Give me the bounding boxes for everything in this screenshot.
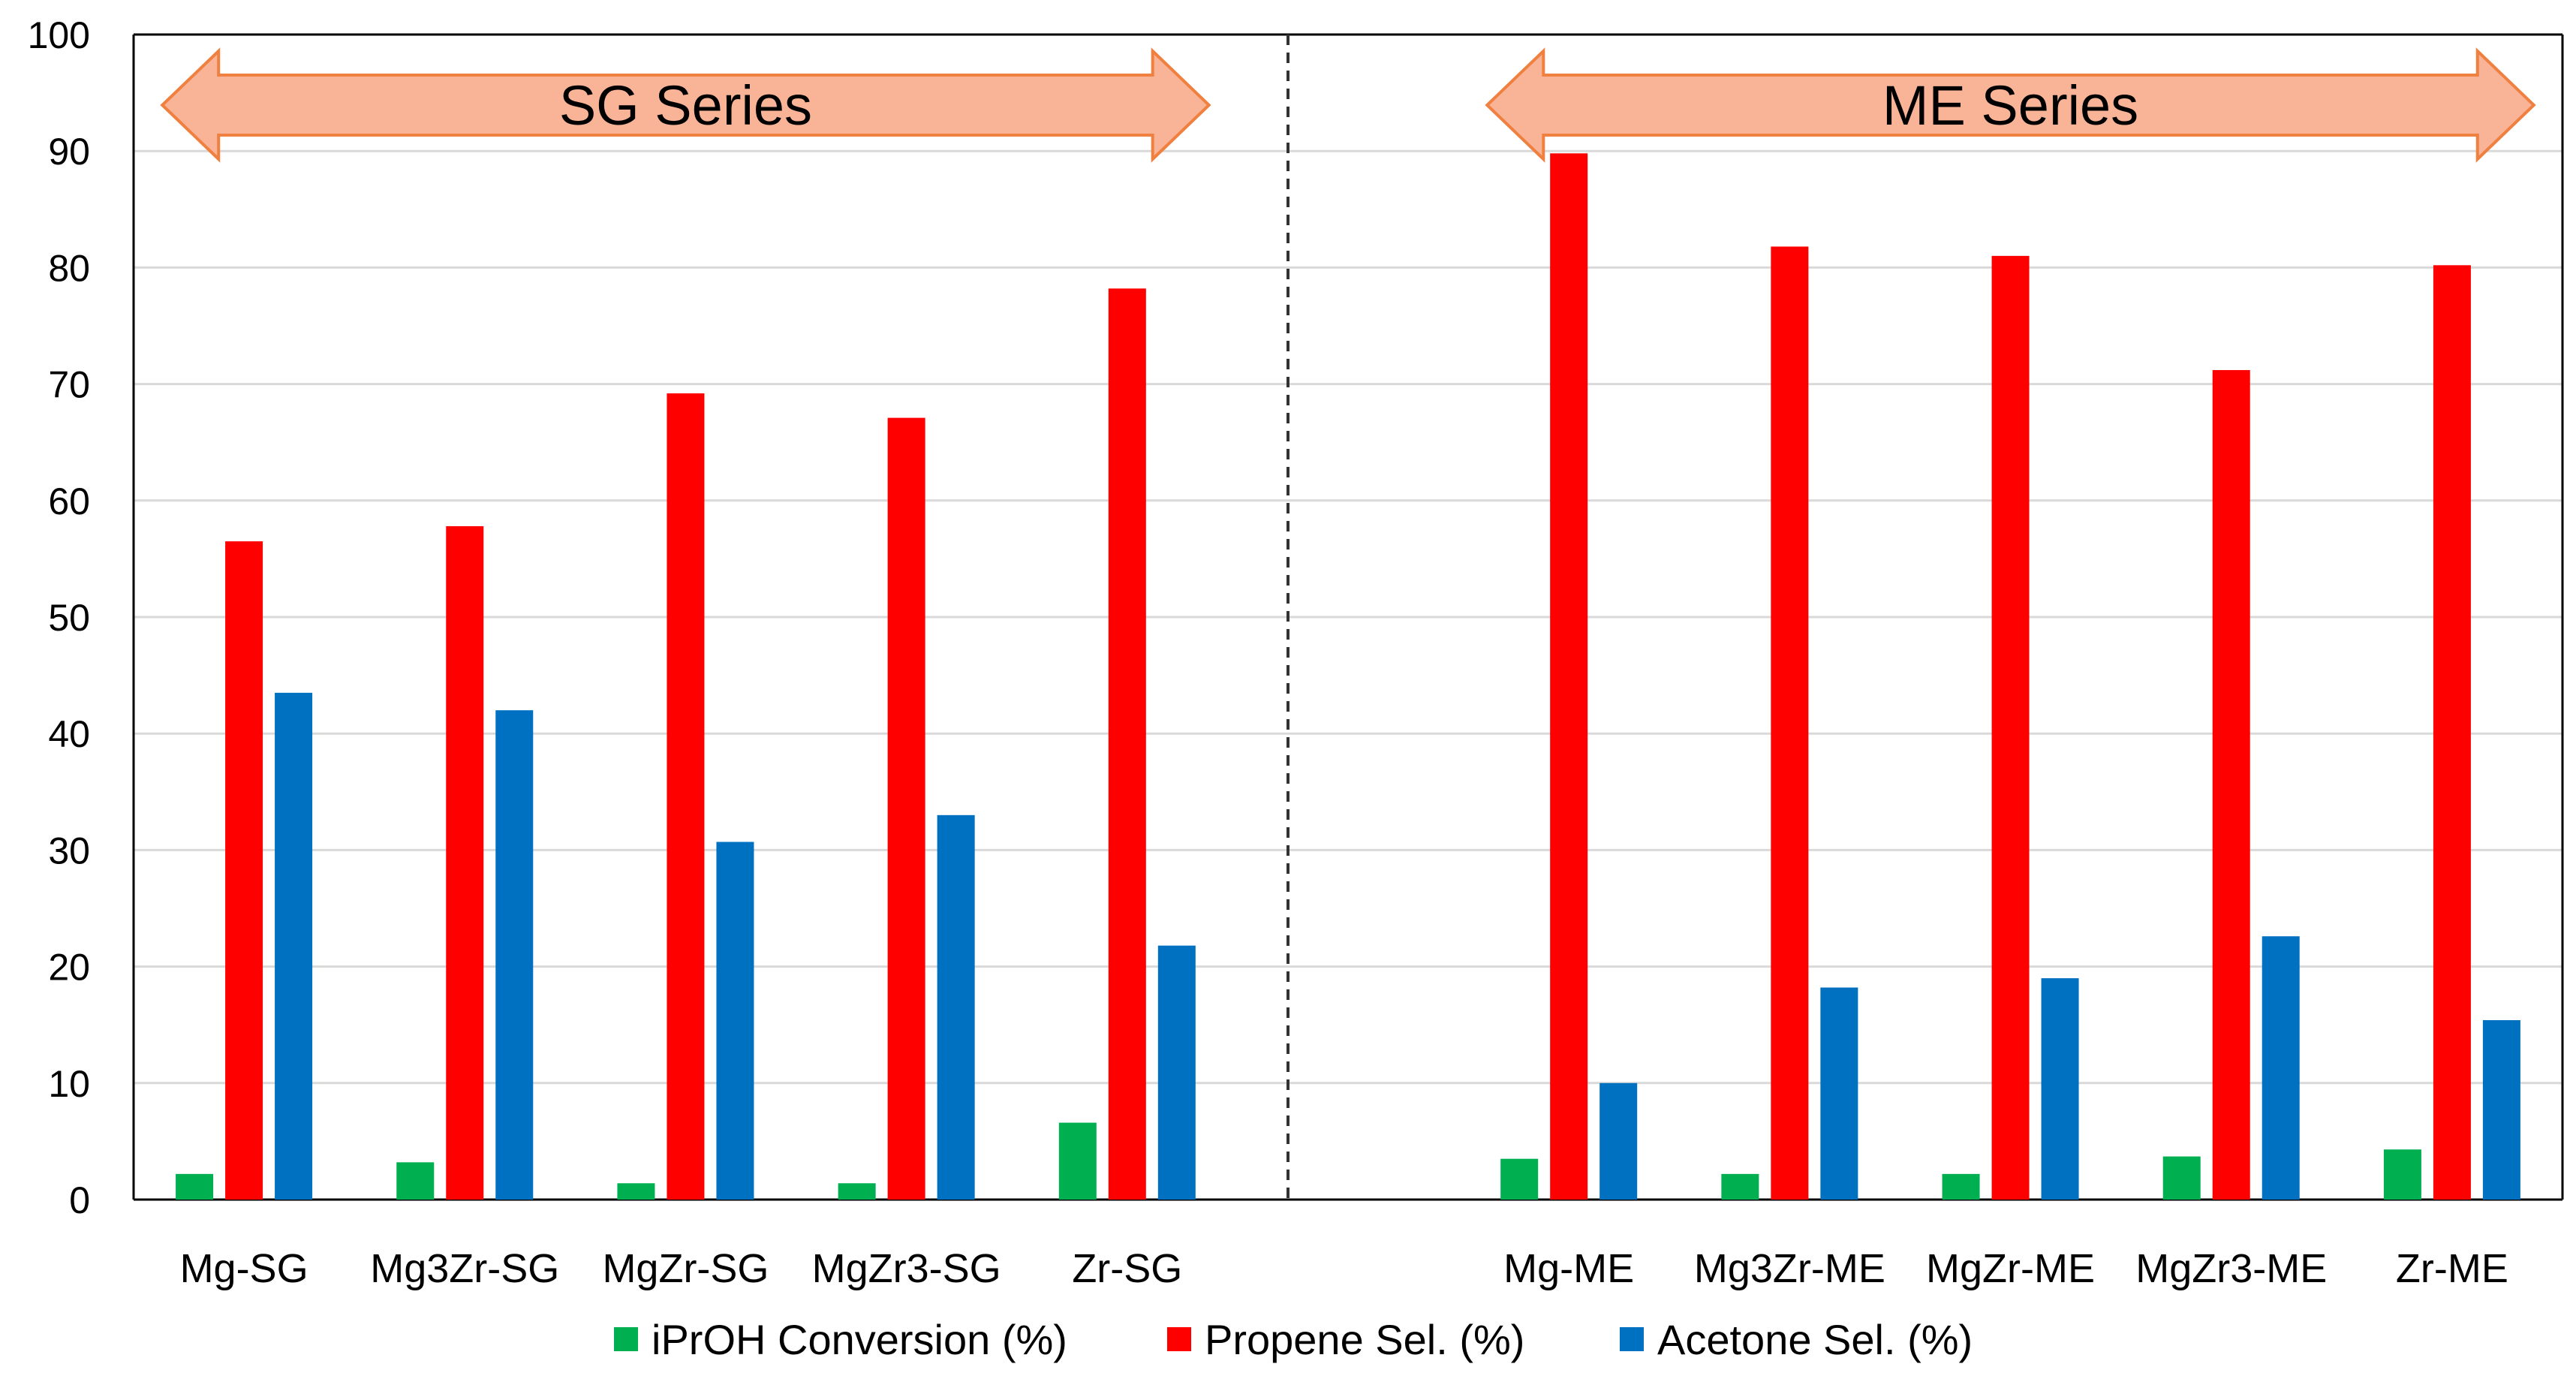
y-tick-label: 50 [48,597,90,639]
legend-swatch [1620,1327,1644,1351]
bar [1157,945,1196,1200]
bar [1991,255,2030,1200]
bar [176,1173,214,1200]
x-category-label: Mg-SG [180,1246,308,1291]
bars [176,153,2520,1200]
legend-swatch [1167,1327,1191,1351]
bar [887,417,925,1200]
y-tick-label: 60 [48,480,90,522]
bar [446,525,484,1200]
legend-label: Acetone Sel. (%) [1657,1316,1973,1363]
x-axis-labels: Mg-SG Mg3Zr-SG MgZr-SG MgZr3-SG Zr-SG Mg-ME Mg… [180,1246,2508,1291]
bar [617,1183,655,1200]
x-category-label: Zr-ME [2396,1246,2508,1291]
x-category-label: Mg3Zr-ME [1694,1246,1885,1291]
bar [275,692,313,1200]
y-tick-label: 0 [69,1179,90,1221]
legend-label: Propene Sel. (%) [1205,1316,1524,1363]
plot-frame [132,33,2564,1201]
bar [2433,265,2471,1200]
bar [1550,153,1588,1200]
bar [667,393,705,1200]
bar [495,710,534,1200]
y-tick-label: 20 [48,947,90,989]
bar [1721,1173,1759,1200]
y-axis-ticks: 0 10 20 30 40 50 60 70 80 90 100 [28,14,90,1221]
bar [1108,288,1146,1200]
bar [1942,1173,1980,1200]
y-tick-label: 100 [28,14,90,56]
y-tick-label: 40 [48,713,90,755]
bar [2482,1019,2520,1200]
series-arrow [1485,47,2536,163]
y-tick-label: 10 [48,1063,90,1105]
legend-swatch [614,1327,638,1351]
series-arrow [160,47,1211,163]
series-annotation-label: ME Series [1882,74,2138,137]
bar [225,541,263,1200]
bar [716,842,754,1200]
bar [2212,369,2250,1200]
x-category-label: MgZr3-ME [2135,1246,2327,1291]
bar [1599,1082,1638,1200]
bar [396,1162,435,1200]
series-annotations: SG Series ME Series [160,47,2536,163]
x-category-label: MgZr3-SG [812,1246,1001,1291]
bar [2041,978,2079,1200]
bar [937,814,975,1200]
bar [2383,1149,2421,1200]
bar [2262,936,2300,1200]
bar [1820,987,1858,1200]
legend-label: iPrOH Conversion (%) [652,1316,1067,1363]
x-category-label: Mg-ME [1503,1246,1634,1291]
bar [1500,1158,1539,1200]
y-tick-label: 90 [48,131,90,173]
x-category-label: MgZr-ME [1926,1246,2095,1291]
bar [838,1183,876,1200]
x-category-label: MgZr-SG [602,1246,769,1291]
bar [2162,1156,2201,1200]
y-tick-label: 70 [48,364,90,406]
x-category-label: Mg3Zr-SG [370,1246,559,1291]
y-tick-label: 80 [48,247,90,289]
x-category-label: Zr-SG [1072,1246,1182,1291]
legend: iPrOH Conversion (%) Propene Sel. (%) Acet… [614,1316,1973,1363]
y-tick-label: 30 [48,829,90,872]
series-annotation-label: SG Series [559,74,812,137]
bar [1058,1122,1097,1200]
bar [1771,246,1809,1200]
